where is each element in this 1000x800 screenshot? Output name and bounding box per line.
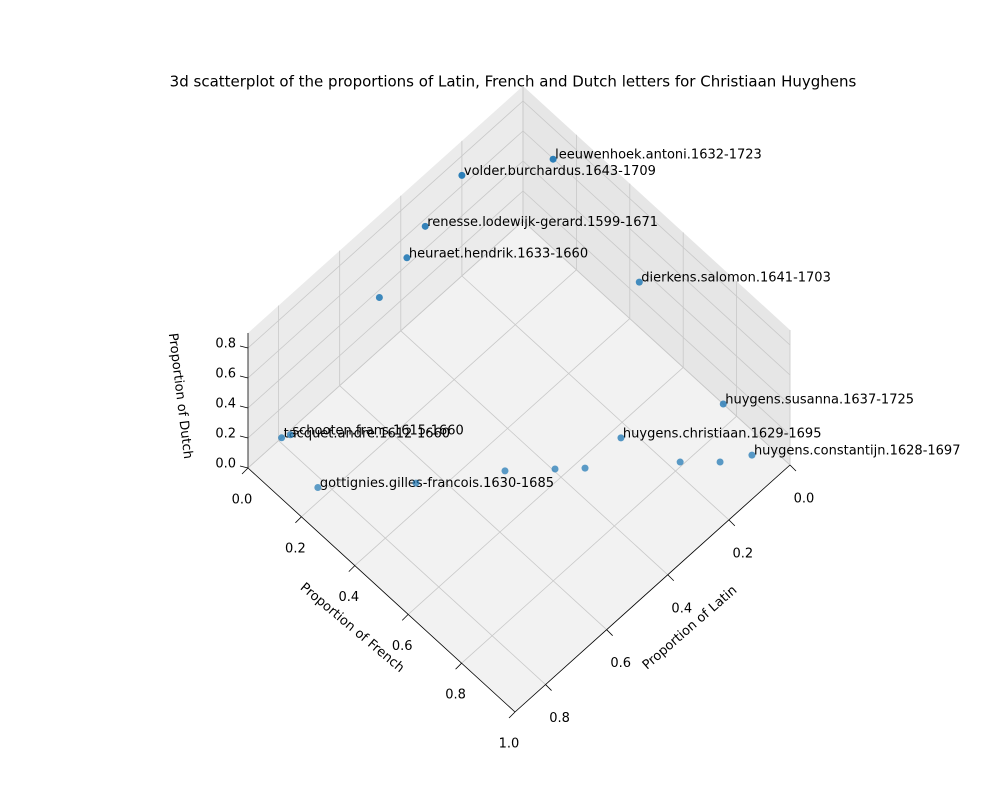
point-label: volder.burchardus.1643-1709: [464, 164, 656, 179]
z-tick-label: 0.2: [215, 427, 236, 442]
wall-pane: [523, 86, 790, 465]
x-tick-label: 0.2: [733, 546, 754, 561]
grid-line: [247, 130, 524, 379]
grid-line: [522, 190, 791, 436]
z-tick-label: 0.0: [215, 457, 236, 472]
x-tick-label: 0.4: [671, 601, 692, 616]
y-tick-label: 1.0: [499, 737, 520, 752]
grid-line: [354, 318, 631, 566]
point: [635, 278, 643, 286]
point-label: huygens.christiaan.1629-1695: [623, 426, 822, 441]
tick-mark: [239, 405, 249, 409]
point: [278, 434, 286, 442]
grid-line: [278, 440, 546, 685]
tick-mark: [606, 629, 613, 636]
point-label: tacquet.andre.1612-1660: [284, 426, 450, 441]
y-tick-label: 0.6: [392, 639, 413, 654]
wall-pane: [248, 86, 523, 468]
grid-line: [247, 100, 524, 349]
tick-mark: [348, 565, 356, 572]
y-tick-label: 0.4: [338, 590, 359, 605]
point: [314, 484, 322, 492]
point: [719, 400, 727, 408]
point: [581, 464, 589, 472]
point-label: dierkens.salomon.1641-1703: [641, 271, 831, 286]
z-axis-title: Proportion of Dutch: [165, 332, 195, 459]
point-label: huygens.susanna.1637-1725: [725, 393, 914, 408]
grid-line: [339, 385, 607, 630]
tick-mark: [728, 519, 736, 527]
z-tick-label: 0.8: [215, 337, 236, 352]
point: [412, 479, 420, 487]
y-axis-line: [247, 467, 516, 713]
grid-line: [522, 130, 791, 376]
z-tick-label: 0.6: [215, 367, 236, 382]
y-tick-label: 0.2: [285, 541, 306, 556]
point: [501, 467, 509, 475]
point: [676, 458, 684, 466]
point-label: leeuwenhoek.antoni.1632-1723: [555, 148, 762, 163]
point: [403, 254, 411, 262]
chart-title: 3d scatterplot of the proportions of Lat…: [170, 73, 857, 91]
point-label: renesse.lodewijk-gerard.1599-1671: [427, 215, 658, 230]
grid-line: [461, 415, 737, 664]
y-tick-label: 0.0: [232, 493, 253, 508]
point: [716, 458, 724, 466]
point: [617, 434, 625, 442]
y-tick-label: 0.8: [445, 688, 466, 703]
tick-mark: [241, 467, 249, 475]
point: [458, 171, 466, 179]
grid-line: [400, 330, 669, 576]
tick-mark: [455, 662, 462, 670]
point-label: huygens.constantijn.1628-1697: [754, 444, 961, 459]
tick-mark: [239, 375, 249, 379]
point: [748, 451, 756, 459]
point: [375, 293, 383, 301]
tick-mark: [401, 614, 409, 621]
tick-mark: [295, 516, 302, 524]
tick-mark: [239, 465, 249, 469]
grid-line: [522, 220, 791, 466]
tick-mark: [508, 711, 516, 719]
grid-line: [301, 269, 577, 518]
tick-mark: [789, 464, 797, 472]
grid-line: [247, 220, 524, 469]
z-tick-label: 0.4: [215, 397, 236, 412]
x-tick-label: 0.8: [549, 711, 570, 726]
floor-pane: [248, 221, 790, 712]
x-axis-line: [514, 464, 791, 713]
tick-mark: [667, 574, 675, 582]
x-tick-label: 0.0: [794, 492, 815, 507]
point-label: gottignies.gilles-francois.1630-1685: [320, 476, 554, 491]
grid-line: [522, 100, 791, 346]
grid-line: [461, 275, 730, 521]
grid-line: [522, 160, 791, 406]
point: [551, 465, 559, 473]
point: [286, 431, 294, 439]
point-label: heuraet.hendrik.1633-1660: [409, 246, 588, 261]
x-axis-title: Proportion of Latin: [640, 583, 740, 673]
tick-mark: [239, 435, 249, 439]
tick-mark: [239, 345, 249, 349]
tick-mark: [545, 684, 552, 691]
grid-line: [247, 160, 524, 409]
grid-line: [407, 367, 684, 615]
point: [421, 222, 429, 230]
point: [549, 155, 557, 163]
x-tick-label: 0.6: [610, 656, 631, 671]
point-label: schooten.frans.1615-1660: [292, 423, 463, 438]
grid-line: [247, 190, 524, 439]
